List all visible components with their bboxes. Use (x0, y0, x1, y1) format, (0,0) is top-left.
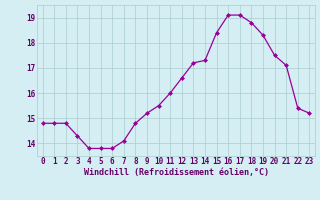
X-axis label: Windchill (Refroidissement éolien,°C): Windchill (Refroidissement éolien,°C) (84, 168, 268, 177)
